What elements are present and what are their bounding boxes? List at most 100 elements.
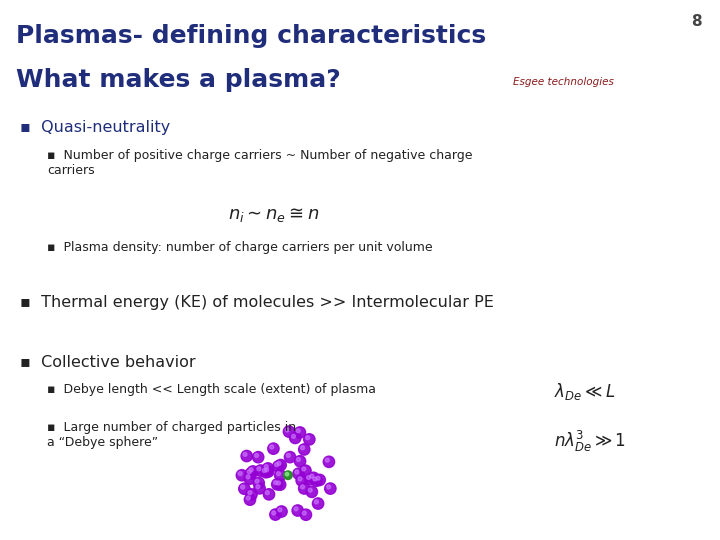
- Circle shape: [278, 508, 282, 512]
- Circle shape: [274, 470, 286, 481]
- Circle shape: [262, 469, 266, 472]
- Circle shape: [253, 451, 264, 463]
- Circle shape: [294, 456, 306, 467]
- Circle shape: [243, 453, 247, 456]
- Circle shape: [270, 509, 281, 520]
- Circle shape: [310, 474, 314, 478]
- Circle shape: [289, 433, 301, 444]
- Circle shape: [274, 479, 286, 490]
- Circle shape: [274, 481, 277, 485]
- Circle shape: [265, 468, 269, 472]
- Circle shape: [294, 427, 305, 438]
- Circle shape: [255, 465, 266, 476]
- Text: ▪  Large number of charged particles in
a “Debye sphere”: ▪ Large number of charged particles in a…: [47, 421, 296, 449]
- Circle shape: [285, 472, 289, 476]
- Circle shape: [308, 472, 319, 483]
- Circle shape: [299, 444, 310, 455]
- Circle shape: [249, 468, 253, 472]
- Circle shape: [313, 477, 317, 481]
- Circle shape: [253, 477, 264, 489]
- Circle shape: [239, 483, 250, 495]
- Circle shape: [264, 489, 274, 500]
- Circle shape: [304, 434, 315, 445]
- Circle shape: [255, 479, 259, 483]
- Text: 8: 8: [691, 14, 702, 29]
- Circle shape: [300, 465, 311, 476]
- Text: ▪  Plasma density: number of charge carriers per unit volume: ▪ Plasma density: number of charge carri…: [47, 241, 433, 254]
- Circle shape: [268, 443, 279, 454]
- Text: ▪  Thermal energy (KE) of molecules >> Intermolecular PE: ▪ Thermal energy (KE) of molecules >> In…: [20, 295, 494, 310]
- Circle shape: [236, 470, 248, 481]
- Circle shape: [276, 471, 281, 476]
- Circle shape: [246, 468, 256, 479]
- Text: Esgee technologies: Esgee technologies: [513, 77, 614, 87]
- Circle shape: [292, 434, 295, 438]
- Circle shape: [296, 475, 307, 486]
- Circle shape: [306, 486, 318, 497]
- Circle shape: [265, 491, 269, 495]
- Circle shape: [246, 475, 250, 479]
- Circle shape: [302, 511, 306, 515]
- Text: Plasmas- defining characteristics: Plasmas- defining characteristics: [16, 24, 486, 48]
- Circle shape: [300, 485, 305, 489]
- Text: What makes a plasma?: What makes a plasma?: [16, 68, 341, 91]
- Circle shape: [308, 488, 312, 492]
- Circle shape: [256, 485, 260, 489]
- Circle shape: [270, 445, 274, 449]
- Circle shape: [292, 505, 303, 516]
- Text: ▪  Quasi-neutrality: ▪ Quasi-neutrality: [20, 120, 171, 135]
- Circle shape: [284, 451, 296, 463]
- Circle shape: [244, 494, 256, 505]
- Circle shape: [274, 463, 279, 467]
- Circle shape: [285, 428, 289, 432]
- Circle shape: [287, 454, 290, 457]
- Circle shape: [305, 474, 316, 485]
- Circle shape: [296, 429, 300, 433]
- Circle shape: [316, 476, 320, 480]
- Circle shape: [254, 483, 265, 494]
- Circle shape: [300, 509, 312, 521]
- Circle shape: [299, 483, 310, 494]
- Circle shape: [240, 485, 245, 489]
- Text: ▪  Debye length << Length scale (extent) of plasma: ▪ Debye length << Length scale (extent) …: [47, 383, 376, 396]
- Text: $\lambda_{De} \ll L$: $\lambda_{De} \ll L$: [554, 381, 616, 402]
- Circle shape: [273, 461, 284, 472]
- Circle shape: [323, 456, 335, 468]
- Circle shape: [241, 450, 253, 462]
- Circle shape: [257, 467, 261, 471]
- Circle shape: [271, 479, 283, 490]
- Circle shape: [246, 489, 257, 500]
- Circle shape: [294, 507, 298, 511]
- Circle shape: [283, 426, 294, 437]
- Circle shape: [261, 467, 271, 478]
- Circle shape: [276, 481, 281, 485]
- Circle shape: [248, 491, 252, 495]
- Text: ▪  Number of positive charge carriers ~ Number of negative charge
carriers: ▪ Number of positive charge carriers ~ N…: [47, 148, 472, 177]
- Circle shape: [306, 436, 310, 440]
- Circle shape: [247, 466, 258, 477]
- Circle shape: [277, 461, 281, 465]
- Text: ▪  Collective behavior: ▪ Collective behavior: [20, 355, 196, 370]
- Circle shape: [247, 470, 251, 474]
- Circle shape: [271, 511, 276, 515]
- Text: $n_i \sim n_e \cong n$: $n_i \sim n_e \cong n$: [228, 206, 320, 224]
- Circle shape: [307, 476, 310, 480]
- Circle shape: [264, 465, 269, 469]
- Circle shape: [262, 463, 274, 474]
- Circle shape: [302, 467, 306, 471]
- Circle shape: [276, 506, 287, 517]
- Circle shape: [263, 466, 274, 477]
- Circle shape: [311, 475, 323, 487]
- Circle shape: [293, 468, 305, 480]
- Circle shape: [297, 457, 300, 462]
- Circle shape: [327, 485, 330, 489]
- Circle shape: [295, 470, 299, 474]
- Circle shape: [314, 474, 325, 485]
- Circle shape: [275, 460, 287, 471]
- Circle shape: [325, 483, 336, 494]
- Circle shape: [315, 500, 318, 504]
- Circle shape: [244, 473, 256, 484]
- Circle shape: [246, 496, 251, 500]
- Text: $n\lambda_{De}^3 \gg 1$: $n\lambda_{De}^3 \gg 1$: [554, 429, 626, 454]
- Circle shape: [284, 471, 292, 480]
